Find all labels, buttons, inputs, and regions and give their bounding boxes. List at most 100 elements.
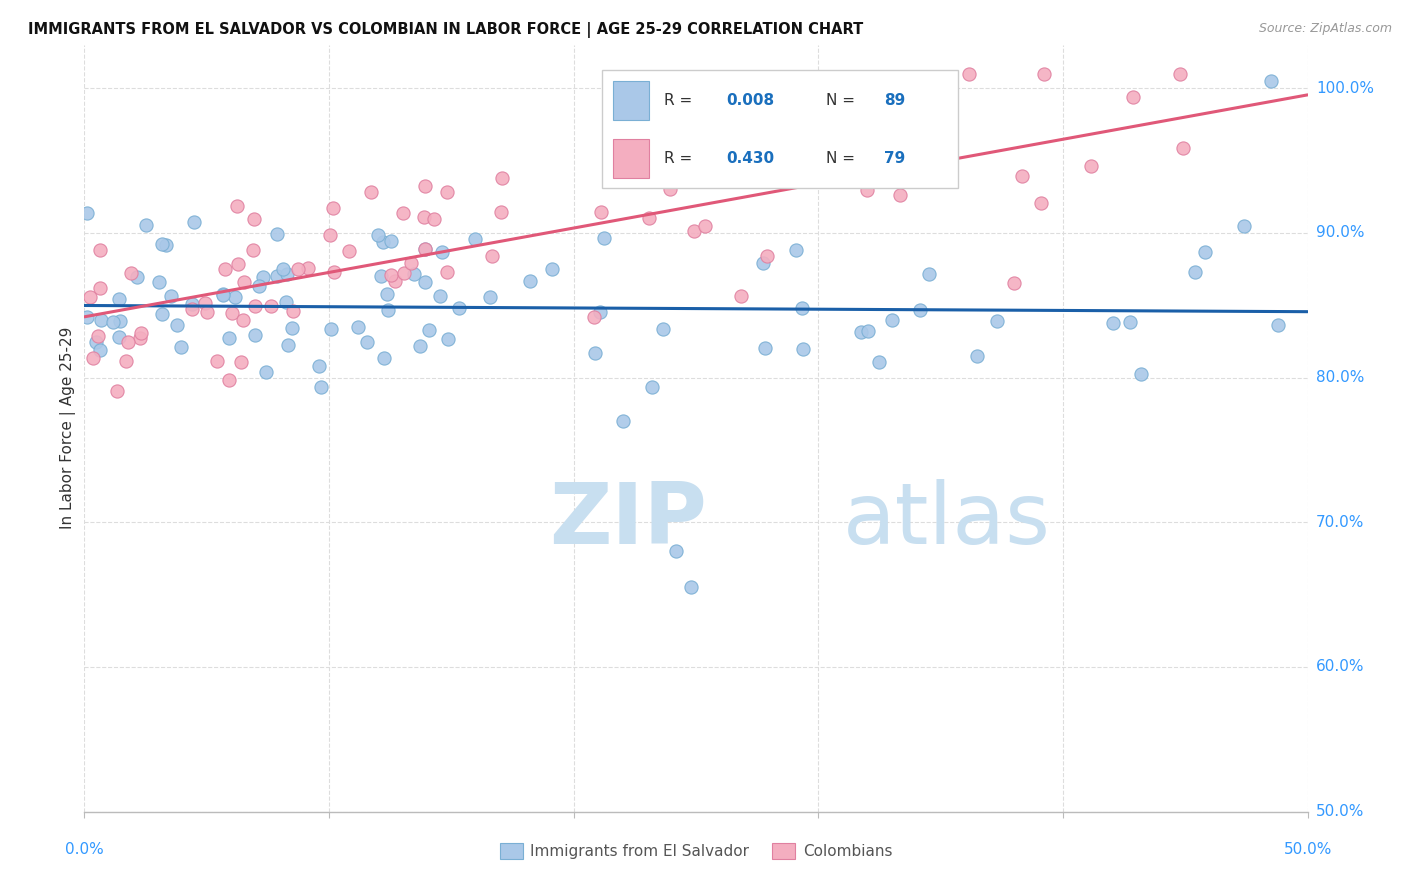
Point bbox=[380, 268, 402, 282]
Point bbox=[276, 268, 298, 282]
Point bbox=[1031, 196, 1053, 211]
Point bbox=[89, 281, 111, 295]
Point bbox=[360, 185, 382, 199]
Point bbox=[195, 305, 218, 319]
Point bbox=[224, 290, 246, 304]
Point bbox=[242, 243, 264, 257]
Point bbox=[429, 288, 451, 302]
Point bbox=[135, 218, 157, 232]
Point bbox=[412, 210, 434, 224]
Point bbox=[423, 211, 446, 226]
Point bbox=[856, 324, 879, 338]
Point bbox=[966, 349, 988, 363]
Point bbox=[380, 234, 402, 248]
Point bbox=[229, 354, 252, 368]
Point bbox=[856, 183, 879, 197]
Point bbox=[214, 261, 236, 276]
Point bbox=[347, 320, 370, 334]
Point bbox=[430, 245, 453, 260]
Text: 60.0%: 60.0% bbox=[1316, 659, 1364, 674]
Point bbox=[76, 310, 98, 325]
Point bbox=[371, 235, 394, 249]
Point bbox=[150, 237, 173, 252]
Point bbox=[637, 211, 659, 225]
Point bbox=[322, 201, 344, 215]
Point bbox=[583, 346, 606, 360]
Point bbox=[870, 120, 893, 134]
Point bbox=[669, 150, 692, 164]
Point bbox=[436, 185, 458, 199]
Point bbox=[243, 211, 266, 226]
Point bbox=[129, 331, 152, 345]
Point bbox=[252, 269, 274, 284]
Point bbox=[281, 321, 304, 335]
Point bbox=[281, 304, 304, 318]
Point bbox=[232, 312, 254, 326]
Text: 0.0%: 0.0% bbox=[65, 842, 104, 857]
Point bbox=[1171, 141, 1194, 155]
Point bbox=[908, 303, 931, 318]
Point bbox=[82, 351, 104, 365]
Point bbox=[1130, 367, 1153, 381]
Point bbox=[79, 289, 101, 303]
Point bbox=[218, 331, 240, 345]
Text: atlas: atlas bbox=[842, 479, 1050, 562]
Point bbox=[1194, 245, 1216, 260]
Point bbox=[211, 287, 233, 301]
Point bbox=[377, 303, 399, 318]
Text: IMMIGRANTS FROM EL SALVADOR VS COLOMBIAN IN LABOR FORCE | AGE 25-29 CORRELATION : IMMIGRANTS FROM EL SALVADOR VS COLOMBIAN… bbox=[28, 22, 863, 38]
Point bbox=[127, 270, 149, 285]
Point bbox=[790, 301, 813, 315]
Point bbox=[413, 178, 436, 193]
Point bbox=[108, 314, 131, 328]
Point bbox=[413, 275, 436, 289]
Point bbox=[447, 301, 470, 316]
Point bbox=[226, 257, 249, 271]
Point bbox=[1033, 66, 1056, 80]
Point bbox=[880, 312, 903, 326]
Point bbox=[150, 307, 173, 321]
Text: 100.0%: 100.0% bbox=[1316, 80, 1374, 95]
Text: 50.0%: 50.0% bbox=[1284, 842, 1331, 857]
Point bbox=[166, 318, 188, 332]
Text: 80.0%: 80.0% bbox=[1316, 370, 1364, 385]
Point bbox=[148, 275, 170, 289]
Point bbox=[218, 373, 240, 387]
Point bbox=[489, 205, 512, 219]
Point bbox=[392, 266, 415, 280]
Point bbox=[107, 293, 129, 307]
Point bbox=[181, 301, 204, 316]
Point bbox=[849, 325, 872, 339]
Point bbox=[589, 305, 612, 319]
Point bbox=[322, 265, 344, 279]
Point bbox=[155, 238, 177, 252]
Point bbox=[115, 354, 138, 368]
Point bbox=[1168, 66, 1191, 80]
Point bbox=[436, 265, 458, 279]
Point bbox=[682, 224, 704, 238]
Point bbox=[868, 355, 890, 369]
Point bbox=[652, 321, 675, 335]
Point bbox=[755, 249, 778, 263]
Point bbox=[889, 188, 911, 202]
Point bbox=[337, 244, 360, 258]
Point bbox=[101, 315, 124, 329]
Point bbox=[212, 287, 235, 301]
Point bbox=[183, 215, 205, 229]
Point bbox=[297, 260, 319, 275]
Text: 70.0%: 70.0% bbox=[1316, 515, 1364, 530]
Point bbox=[89, 243, 111, 257]
Point bbox=[373, 351, 395, 365]
Point bbox=[413, 242, 436, 256]
Point bbox=[1233, 219, 1256, 233]
Point bbox=[260, 299, 283, 313]
Text: 90.0%: 90.0% bbox=[1316, 226, 1364, 240]
Point bbox=[120, 266, 142, 280]
Point bbox=[266, 227, 288, 241]
Point bbox=[254, 365, 277, 379]
Point bbox=[84, 335, 107, 350]
Point bbox=[491, 171, 513, 186]
Point bbox=[1011, 169, 1033, 183]
Point bbox=[108, 330, 131, 344]
Point bbox=[247, 279, 270, 293]
